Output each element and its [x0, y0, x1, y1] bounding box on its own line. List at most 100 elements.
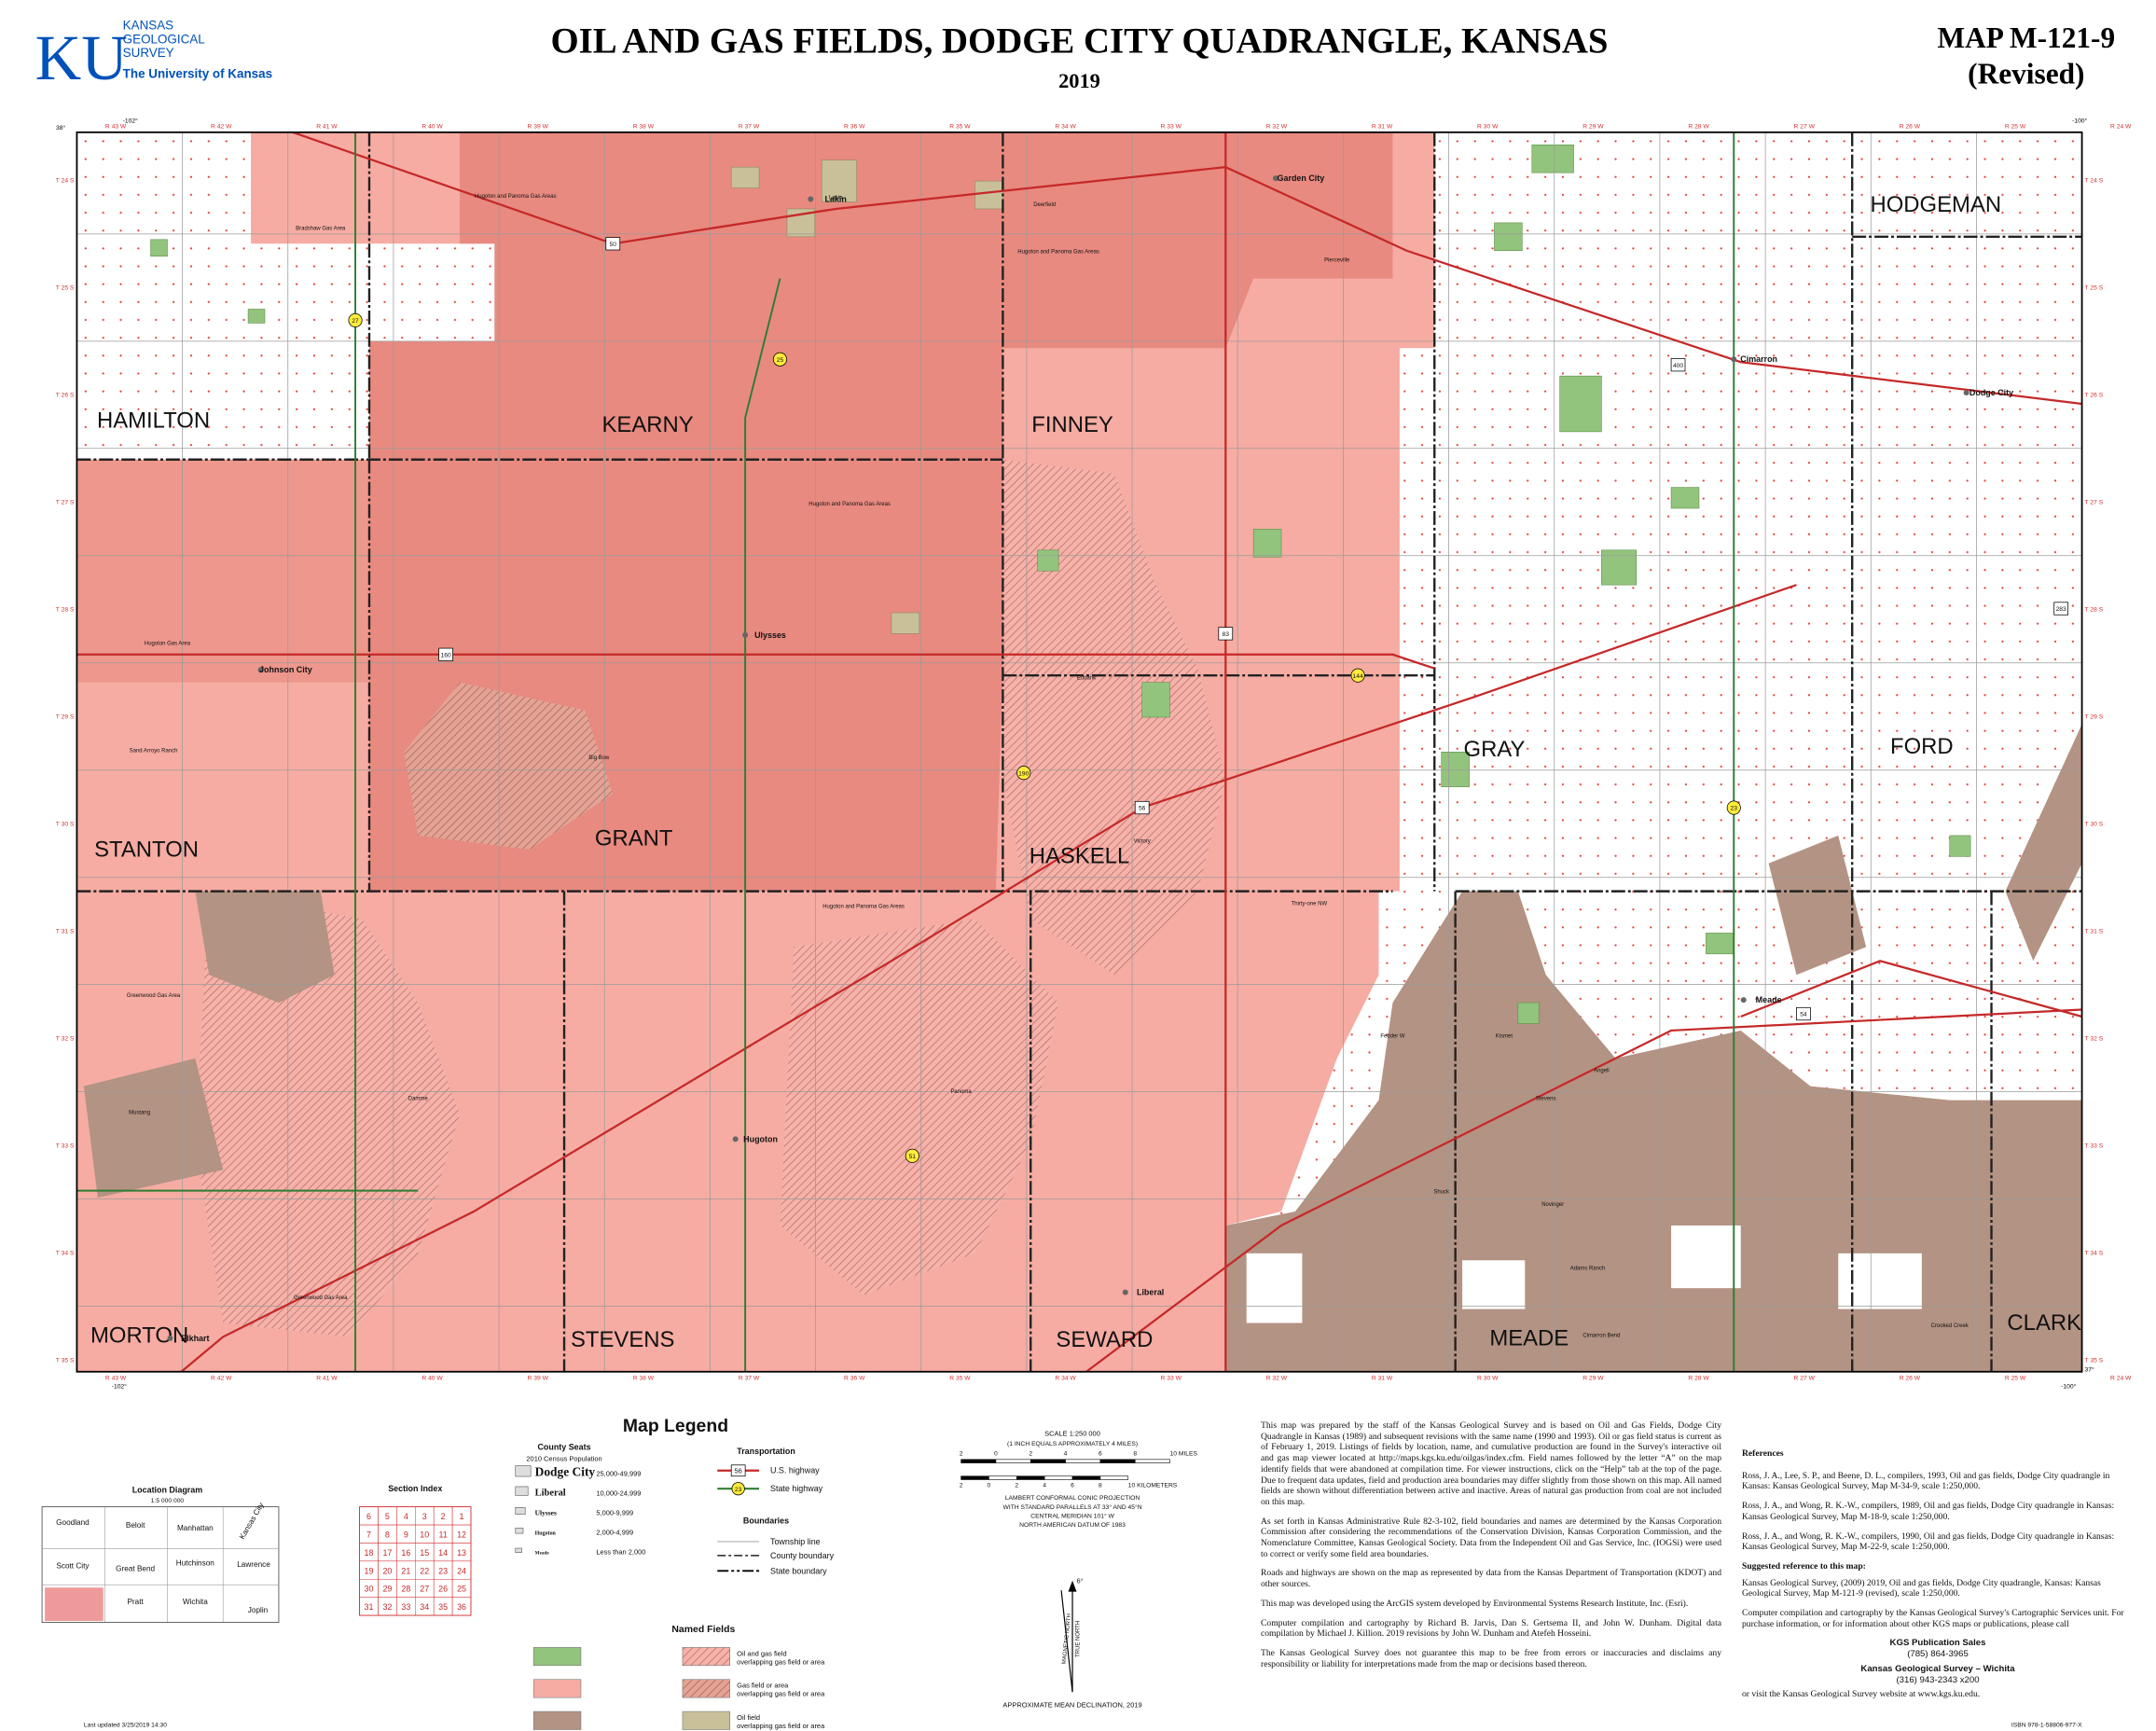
seat-symbol	[515, 1486, 529, 1496]
township-label: T 24 S	[2085, 178, 2104, 185]
corner-label: 38°	[56, 124, 65, 132]
section-number: 24	[457, 1566, 466, 1575]
range-label: R 36 W	[844, 123, 865, 130]
quadrangle-location	[45, 1587, 104, 1622]
range-label: R 36 W	[844, 1376, 865, 1382]
city-label: Ulysses	[754, 630, 786, 640]
section-number: 27	[420, 1585, 429, 1594]
township-label: T 32 S	[2085, 1035, 2104, 1042]
highway-number: 283	[2056, 606, 2066, 613]
city-marker	[1963, 390, 1969, 396]
references-title: References	[1742, 1448, 1784, 1459]
range-label: R 27 W	[1794, 1376, 1816, 1382]
declination: APPROXIMATE MEAN DECLINATION, 2019	[1002, 1701, 1141, 1710]
range-label: R 30 W	[1477, 123, 1499, 130]
range-label: R 31 W	[1372, 1376, 1393, 1382]
field-label: Greenwood Gas Area	[294, 1295, 348, 1301]
notes: This map was prepared by the staff of th…	[1261, 1420, 1721, 1678]
city-label: Meade	[1756, 995, 1782, 1004]
mile-tick: 10 MILES	[1170, 1450, 1198, 1457]
gap	[1246, 1253, 1303, 1323]
state-shield	[348, 312, 363, 327]
county-seats-subtitle: 2010 Census Population	[526, 1454, 601, 1462]
range-label: R 40 W	[422, 123, 443, 130]
county-label: HASKELL	[1030, 844, 1130, 869]
oil-field	[1252, 529, 1282, 558]
section-number: 28	[401, 1585, 410, 1594]
section-number: 4	[404, 1512, 408, 1521]
range-label: R 29 W	[1582, 1376, 1604, 1382]
legend-label: County boundary	[770, 1551, 835, 1560]
overlap-field	[780, 919, 1059, 1295]
magnetic-north-arrow	[1060, 1590, 1073, 1693]
township-label: T 31 S	[56, 928, 75, 935]
township-label: T 35 S	[56, 1357, 75, 1364]
gas-area-overlap	[76, 459, 369, 683]
location-place: Manhattan	[177, 1524, 214, 1532]
range-label: R 35 W	[949, 123, 971, 130]
city-label: Cimarron	[1740, 354, 1777, 364]
county-label: KEARNY	[602, 412, 694, 437]
section-number: 3	[422, 1512, 427, 1521]
range-label: R 34 W	[1055, 123, 1076, 130]
field-label: Fedder W	[1380, 1033, 1405, 1039]
note: The Kansas Geological Survey does not gu…	[1261, 1647, 1721, 1669]
scale-segment	[1099, 1459, 1136, 1463]
section-number: 26	[438, 1585, 448, 1594]
note: As set forth in Kansas Administrative Ru…	[1261, 1516, 1721, 1559]
field-swatch	[532, 1710, 582, 1730]
field-label: Kismet	[1496, 1033, 1513, 1039]
section-number: 23	[438, 1566, 448, 1575]
section-number: 19	[365, 1566, 374, 1575]
org-name: KANSAS	[123, 18, 174, 32]
section-number: 25	[457, 1585, 466, 1594]
seat-name: Hugoton	[535, 1530, 557, 1536]
city-label: Garden City	[1278, 173, 1325, 183]
field-label: Big Bow	[588, 755, 610, 761]
section-number: 36	[457, 1602, 466, 1612]
us-shield	[1134, 800, 1150, 815]
township-label: T 34 S	[2085, 1250, 2104, 1256]
last-updated: Last updated 3/25/2019 14:30	[84, 1723, 167, 1729]
location-place: Great Bend	[116, 1564, 155, 1572]
oil-gas-area	[1768, 835, 1867, 976]
state-shield	[772, 352, 788, 367]
field-label: Shuck	[1433, 1190, 1449, 1196]
location-grid	[42, 1506, 279, 1623]
location-place: Scott City	[56, 1561, 90, 1570]
range-label: R 25 W	[2005, 123, 2026, 130]
logo: KU	[35, 22, 128, 93]
shield-label: 23	[735, 1487, 742, 1493]
org-name: GEOLOGICAL	[123, 32, 206, 46]
range-label: R 32 W	[1266, 123, 1288, 130]
section-number: 30	[365, 1585, 374, 1594]
field-legend-label: Gas field or area overlapping gas field o…	[737, 1682, 825, 1698]
sales-title: KGS Publication Sales	[1889, 1638, 1986, 1649]
note: Computer compilation and cartography by …	[1261, 1617, 1721, 1640]
scale-segment	[1030, 1459, 1066, 1463]
us-highway	[1740, 960, 2082, 1018]
township-label: T 28 S	[56, 606, 75, 613]
oil-overlap-field	[730, 166, 760, 188]
mile-tick: 2	[960, 1450, 963, 1457]
range-label: R 24 W	[2110, 1376, 2132, 1382]
seat-symbol	[515, 1507, 526, 1515]
township-label: T 32 S	[56, 1035, 75, 1042]
township-label: T 25 S	[56, 285, 75, 292]
state-shield	[1726, 800, 1741, 815]
projection-line: LAMBERT CONFORMAL CONIC PROJECTION	[1005, 1495, 1140, 1502]
range-label: R 30 W	[1477, 1376, 1499, 1382]
section-number: 21	[401, 1566, 410, 1575]
city-label: Elkhart	[181, 1334, 209, 1343]
city-label: Hugoton	[743, 1134, 778, 1143]
section-number: 17	[382, 1548, 392, 1558]
county-label: MORTON	[90, 1322, 188, 1348]
field-swatch	[532, 1647, 582, 1667]
map-year: 2019	[1058, 69, 1100, 92]
km-tick: 6	[1071, 1483, 1074, 1489]
city-label: Johnson City	[259, 665, 312, 674]
county-label: HAMILTON	[97, 408, 210, 433]
section-number: 11	[439, 1530, 448, 1539]
